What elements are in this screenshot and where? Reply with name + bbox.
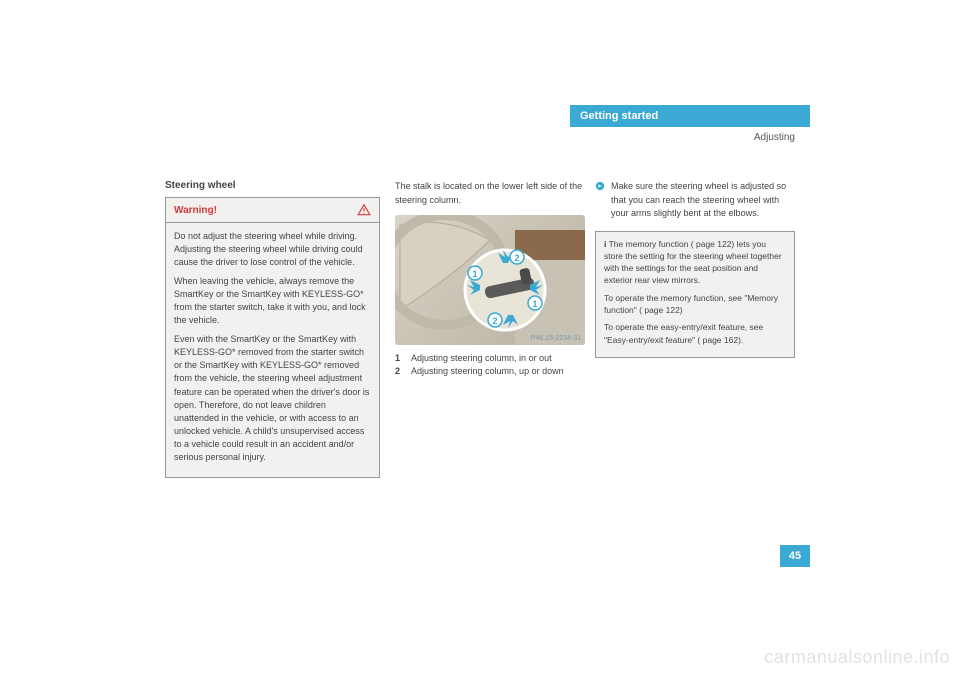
instruction-bullet: Make sure the steering wheel is adjusted… [595, 180, 795, 221]
page-number: 45 [789, 550, 801, 562]
svg-text:2: 2 [514, 253, 519, 263]
info-text-1: The memory function ( page 122) lets you… [604, 239, 782, 286]
manual-page: Getting started Adjusting Steering wheel… [150, 70, 810, 610]
info-p1: i The memory function ( page 122) lets y… [604, 238, 786, 287]
warning-body: Do not adjust the steering wheel while d… [166, 223, 379, 477]
legend-text-2: Adjusting steering column, up or down [411, 366, 564, 376]
intro-text: The stalk is located on the lower left s… [395, 180, 585, 207]
warning-triangle-icon [357, 203, 371, 217]
page-number-box: 45 [780, 545, 810, 567]
legend-row-1: 1 Adjusting steering column, in or out [395, 353, 585, 363]
figure-svg: 1 1 2 2 [395, 215, 585, 345]
warning-header: Warning! [166, 198, 379, 223]
legend-num-2: 2 [395, 366, 405, 376]
steering-stalk-figure: 1 1 2 2 P46.15-2234-31 [395, 215, 585, 345]
svg-text:1: 1 [532, 299, 537, 309]
arrow-bullet-icon [595, 181, 605, 191]
column-2: The stalk is located on the lower left s… [395, 180, 585, 379]
info-p3: To operate the easy-entry/exit feature, … [604, 321, 786, 346]
legend-text-1: Adjusting steering column, in or out [411, 353, 552, 363]
warning-box: Warning! Do not adjust the steering whee… [165, 197, 380, 478]
column-1: Steering wheel Warning! Do not adjust th… [165, 180, 380, 478]
svg-text:2: 2 [492, 316, 497, 326]
warning-p3: Even with the SmartKey or the SmartKey w… [174, 333, 371, 463]
legend-num-1: 1 [395, 353, 405, 363]
section-header-bar: Getting started [570, 105, 810, 127]
info-label: i [604, 239, 606, 249]
instruction-text: Make sure the steering wheel is adjusted… [611, 180, 795, 221]
warning-p1: Do not adjust the steering wheel while d… [174, 230, 371, 269]
watermark: carmanualsonline.info [764, 647, 950, 668]
legend-row-2: 2 Adjusting steering column, up or down [395, 366, 585, 376]
warning-p2: When leaving the vehicle, always remove … [174, 275, 371, 327]
warning-title: Warning! [174, 205, 217, 216]
info-p2: To operate the memory function, see "Mem… [604, 292, 786, 317]
figure-caption: P46.15-2234-31 [531, 335, 581, 342]
section-title: Getting started [580, 110, 658, 122]
info-box: i The memory function ( page 122) lets y… [595, 231, 795, 359]
column-3: Make sure the steering wheel is adjusted… [595, 180, 795, 358]
svg-text:1: 1 [472, 269, 477, 279]
figure-legend: 1 Adjusting steering column, in or out 2… [395, 353, 585, 376]
sub-header: Adjusting [754, 132, 795, 143]
topic-title: Steering wheel [165, 180, 380, 191]
